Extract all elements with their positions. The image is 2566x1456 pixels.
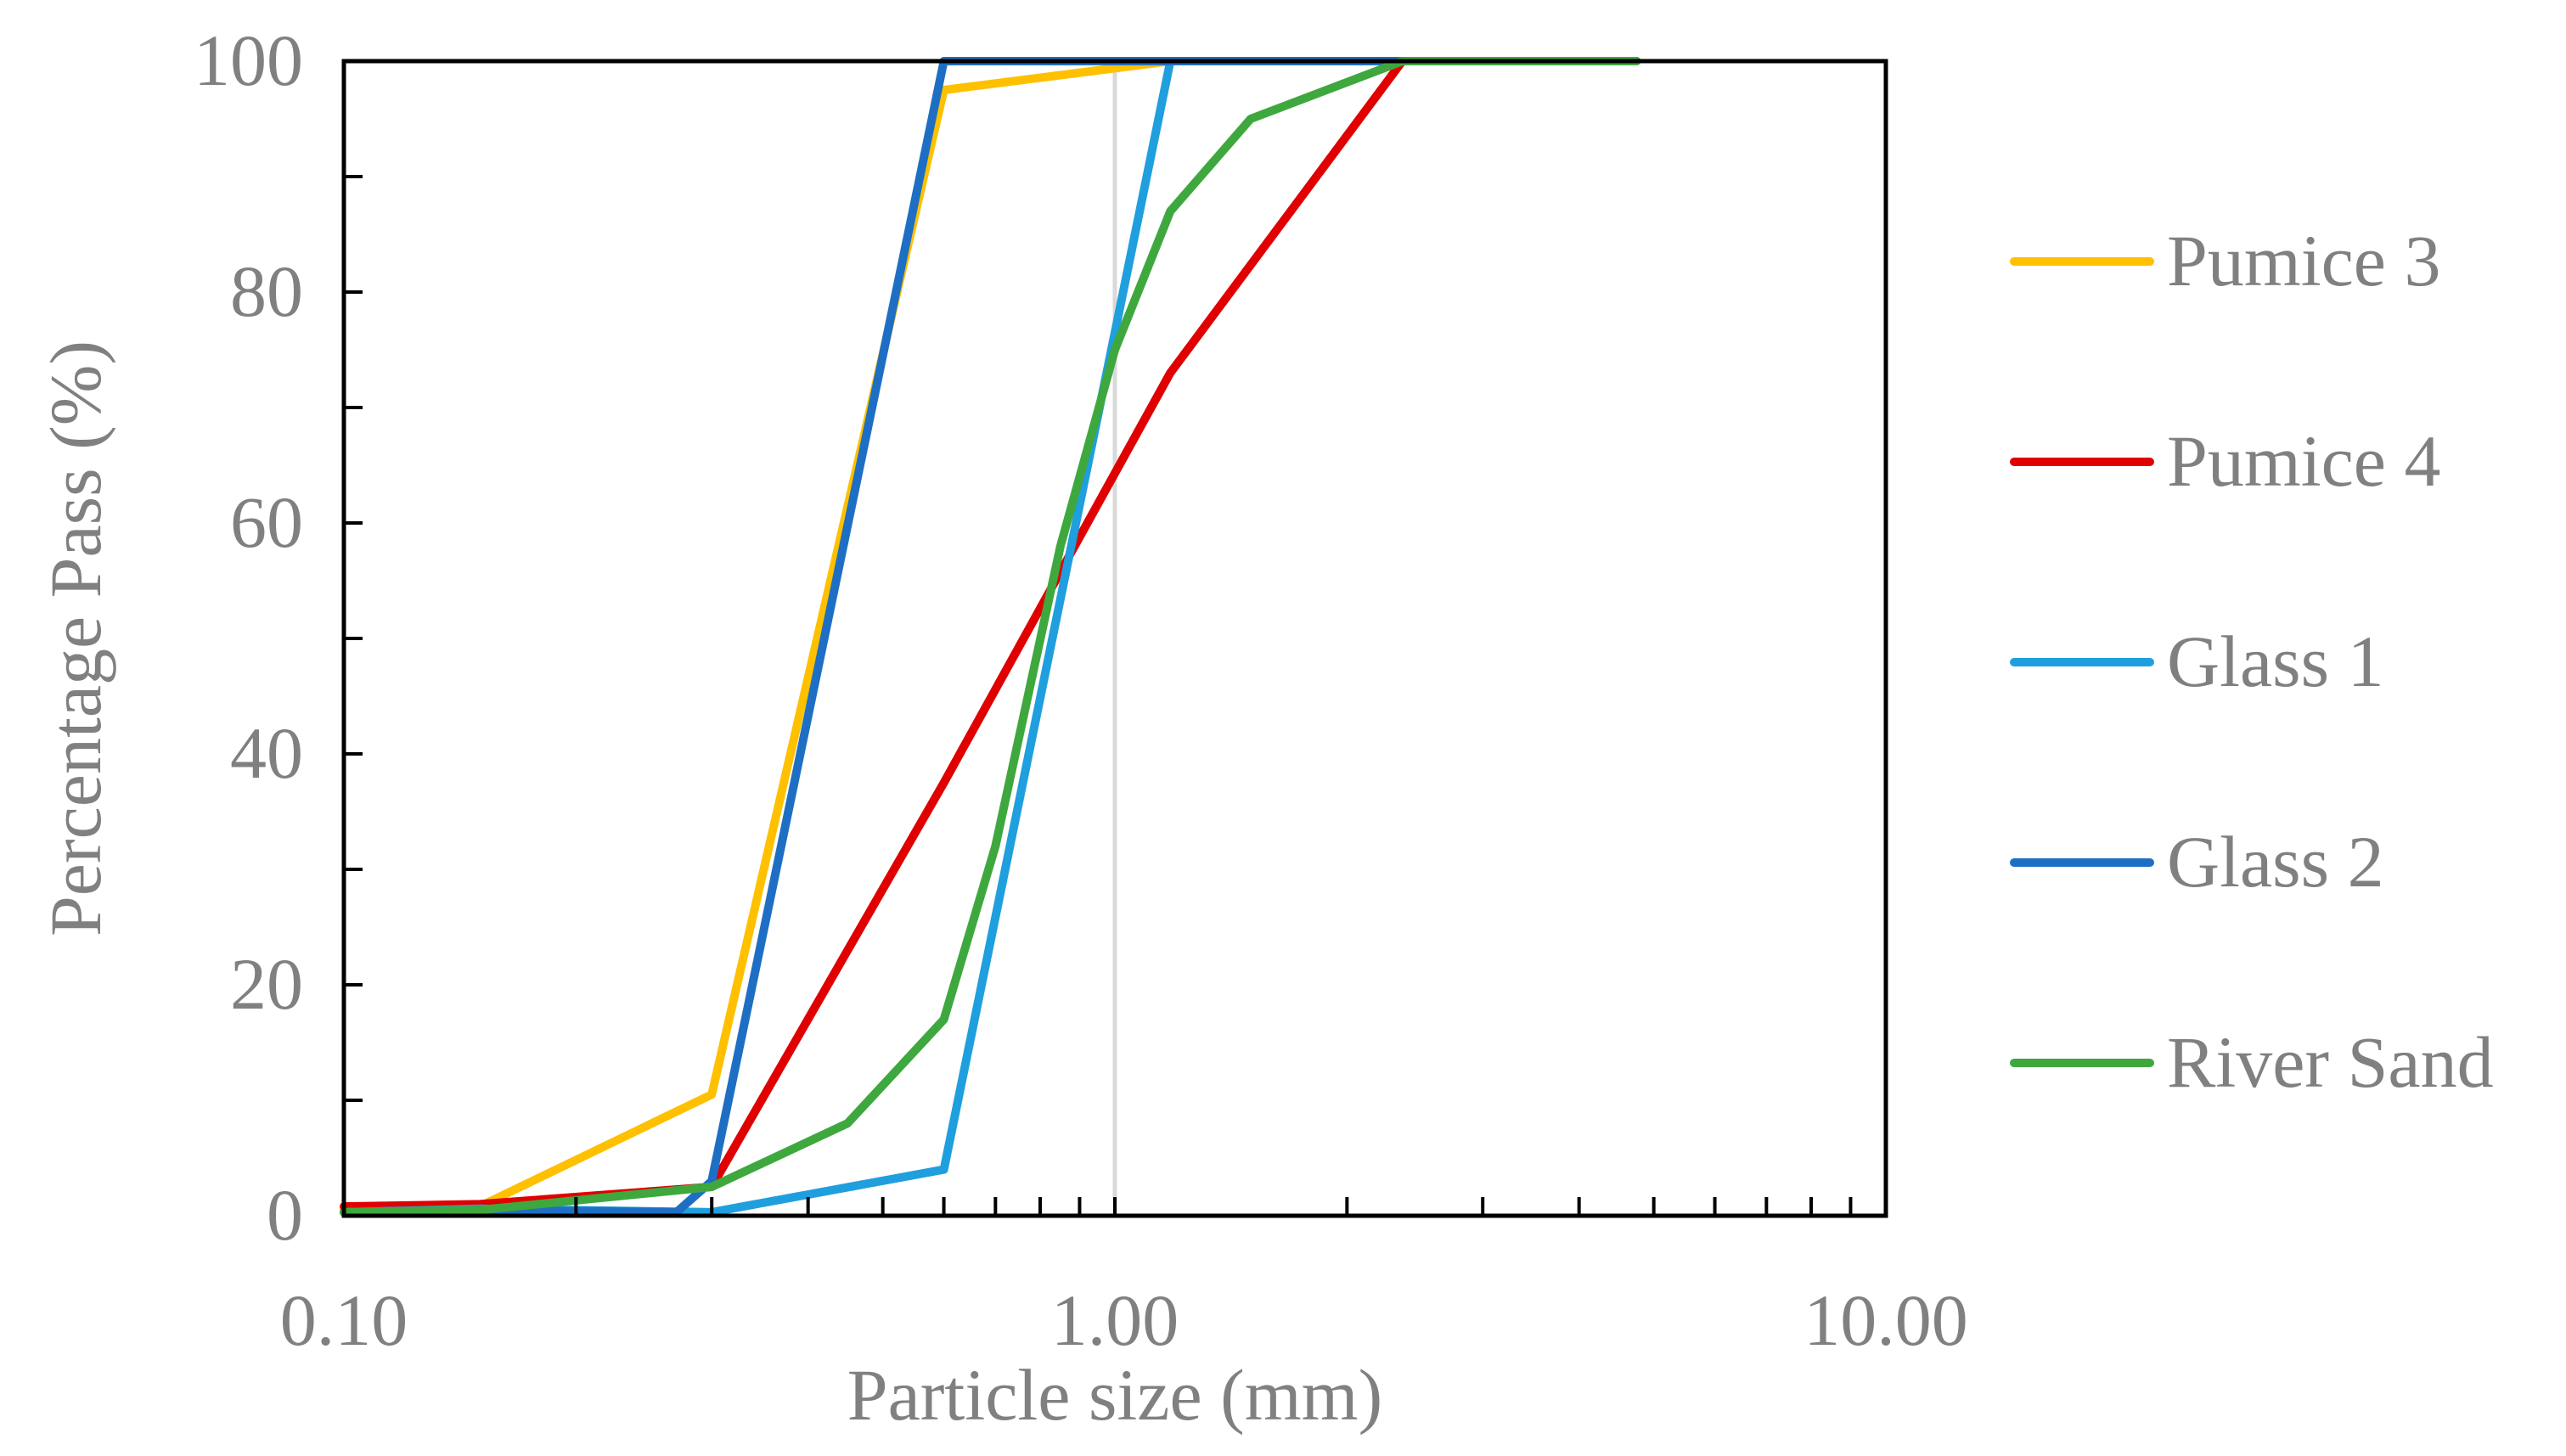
legend-label: Pumice 3 <box>2167 220 2440 301</box>
series-line-glass-2 <box>340 57 1407 1217</box>
y-tick-label: 100 <box>194 20 303 101</box>
legend-item: Pumice 4 <box>2010 420 2440 502</box>
y-axis-title: Percentage Pass (%) <box>35 340 116 936</box>
series-line-pumice-4 <box>340 57 1641 1211</box>
x-axis-title: Particle size (mm) <box>847 1354 1382 1436</box>
legend-label: River Sand <box>2167 1021 2494 1103</box>
legend-label: Glass 1 <box>2167 621 2384 702</box>
legend-label: Pumice 4 <box>2167 420 2440 502</box>
tick-layer <box>342 59 1888 1217</box>
series-line-river-sand <box>340 57 1641 1217</box>
y-tick-label: 60 <box>230 481 303 563</box>
legend-item: Glass 2 <box>2010 821 2384 902</box>
series-line-glass-1 <box>340 57 1641 1217</box>
legend-item: River Sand <box>2010 1021 2494 1103</box>
legend-item: Pumice 3 <box>2010 220 2440 301</box>
y-tick-label: 0 <box>267 1174 303 1256</box>
legend-item: Glass 1 <box>2010 621 2384 702</box>
y-tick-label: 80 <box>230 250 303 332</box>
x-tick-label: 1.00 <box>1051 1279 1179 1361</box>
x-tick-label: 0.10 <box>280 1279 408 1361</box>
legend-label: Glass 2 <box>2167 821 2384 902</box>
series-line-pumice-3 <box>340 57 1641 1215</box>
x-tick-label: 10.00 <box>1804 1279 1968 1361</box>
y-tick-label: 40 <box>230 712 303 794</box>
tick-label-layer: 0 20 40 60 80 100 0.10 1.00 10.00 <box>194 20 1968 1361</box>
y-tick-label: 20 <box>230 943 303 1025</box>
series-layer <box>340 57 1641 1217</box>
legend: Pumice 3 Pumice 4 Glass 1 Glass 2 River Sand <box>2010 220 2494 1103</box>
